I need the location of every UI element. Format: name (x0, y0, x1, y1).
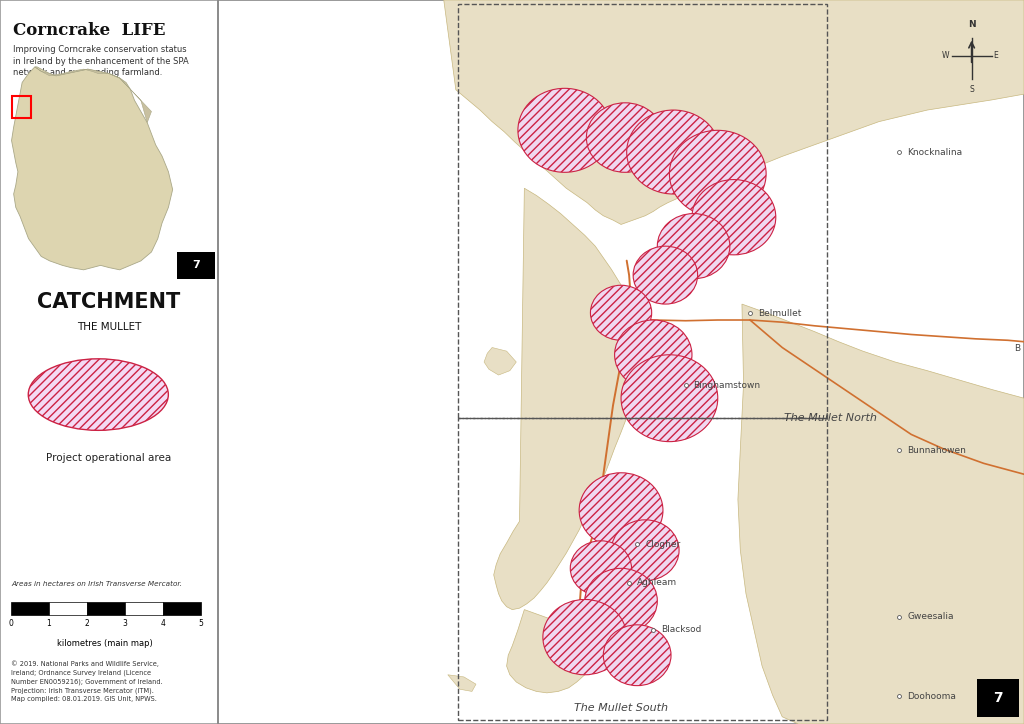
Text: Binghamstown: Binghamstown (693, 381, 761, 390)
Text: Project operational area: Project operational area (46, 452, 172, 463)
Bar (459, 4, 826, 418)
Text: 2: 2 (84, 619, 89, 628)
Polygon shape (494, 188, 647, 610)
Circle shape (627, 110, 720, 194)
Circle shape (611, 520, 679, 581)
Bar (49, 602, 87, 615)
Text: THE MULLET: THE MULLET (77, 322, 141, 332)
Polygon shape (447, 675, 476, 691)
Circle shape (585, 568, 657, 634)
Text: The Mullet North: The Mullet North (784, 413, 877, 424)
Text: Areas in hectares on Irish Transverse Mercator.: Areas in hectares on Irish Transverse Me… (11, 581, 182, 586)
Text: 0: 0 (8, 619, 13, 628)
Bar (459, 418, 826, 720)
Text: 1: 1 (46, 619, 51, 628)
Text: Knocknalina: Knocknalina (907, 148, 963, 156)
Circle shape (587, 103, 664, 172)
Text: 5: 5 (199, 619, 203, 628)
Circle shape (591, 285, 651, 340)
Bar (11, 602, 49, 615)
Bar (163, 602, 201, 615)
Text: Bunnahowen: Bunnahowen (907, 446, 966, 455)
Text: Aghleam: Aghleam (637, 578, 677, 587)
Text: The Mullet South: The Mullet South (574, 703, 668, 713)
Text: Belmullet: Belmullet (758, 309, 802, 318)
Circle shape (614, 320, 692, 390)
Text: 4: 4 (161, 619, 165, 628)
Circle shape (570, 541, 632, 596)
Circle shape (670, 130, 766, 217)
Text: S: S (970, 85, 974, 93)
Circle shape (621, 355, 718, 442)
Circle shape (603, 625, 671, 686)
Text: kilometres (main map): kilometres (main map) (56, 639, 153, 647)
Text: Improving Corncrake conservation status
in Ireland by the enhancement of the SPA: Improving Corncrake conservation status … (13, 45, 188, 77)
Polygon shape (11, 67, 173, 270)
Circle shape (580, 473, 663, 548)
Text: 7: 7 (993, 691, 1004, 705)
Bar (87, 602, 125, 615)
Polygon shape (507, 610, 597, 693)
Text: Corncrake  LIFE: Corncrake LIFE (13, 22, 166, 38)
Circle shape (29, 359, 168, 430)
Bar (11, 96, 31, 118)
Text: © 2019. National Parks and Wildlife Service,
Ireland; Ordnance Survey Ireland (L: © 2019. National Parks and Wildlife Serv… (11, 660, 163, 702)
Text: Doohooma: Doohooma (907, 692, 956, 701)
Polygon shape (443, 0, 1024, 224)
Polygon shape (484, 348, 516, 375)
Bar (125, 602, 163, 615)
Polygon shape (738, 304, 1024, 724)
Text: Gweesalia: Gweesalia (907, 613, 953, 621)
Text: E: E (993, 51, 998, 60)
Circle shape (518, 88, 611, 172)
Circle shape (657, 214, 730, 279)
Text: 3: 3 (122, 619, 127, 628)
Circle shape (543, 599, 627, 675)
Text: CATCHMENT: CATCHMENT (38, 292, 180, 312)
Text: Clogher: Clogher (645, 540, 681, 549)
Bar (977, 679, 1019, 717)
Bar (177, 252, 215, 279)
Circle shape (633, 246, 697, 304)
Text: Blacksod: Blacksod (662, 626, 701, 634)
Polygon shape (35, 67, 152, 122)
Text: B: B (1015, 345, 1021, 353)
Text: N: N (968, 20, 976, 29)
Text: W: W (942, 51, 949, 60)
Circle shape (692, 180, 776, 255)
Text: 7: 7 (193, 261, 200, 270)
